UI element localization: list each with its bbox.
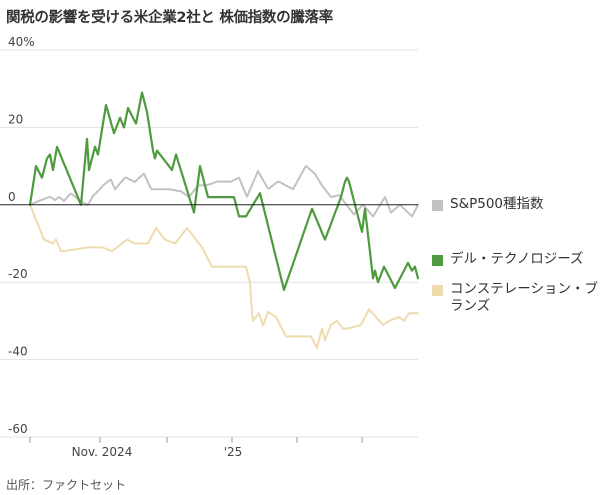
axis-label-layer: 40% 20 0 -20 -40 -60 Nov. 2024 '25 bbox=[8, 35, 242, 459]
series-line-constellation bbox=[29, 203, 419, 349]
legend-swatch-sp500 bbox=[432, 200, 443, 211]
chart-title: 関税の影響を受ける米企業2社と 株価指数の騰落率 bbox=[6, 10, 333, 26]
y-tick-label: 0 bbox=[8, 190, 16, 204]
legend-swatch-dell bbox=[432, 255, 443, 266]
legend-label-sp500: S&P500種指数 bbox=[450, 196, 544, 212]
series-line-sp500 bbox=[29, 165, 419, 218]
series-line-dell bbox=[28, 91, 420, 291]
source-note: 出所：ファクトセット bbox=[6, 478, 127, 492]
y-tick-label: -40 bbox=[8, 345, 28, 359]
legend-label-constellation: コンステレーション・ブランズ bbox=[450, 281, 598, 314]
legend-item-constellation: コンステレーション・ブランズ bbox=[432, 281, 600, 315]
legend-item-sp500: S&P500種指数 bbox=[432, 196, 600, 213]
x-tick-label: Nov. 2024 bbox=[72, 445, 133, 459]
series-layer bbox=[28, 91, 420, 349]
y-tick-label: 40% bbox=[8, 35, 35, 49]
legend-item-dell: デル・テクノロジーズ bbox=[432, 251, 600, 268]
legend-label-dell: デル・テクノロジーズ bbox=[450, 251, 584, 267]
y-tick-label: -60 bbox=[8, 422, 28, 436]
legend-swatch-constellation bbox=[432, 285, 443, 296]
y-tick-label: -20 bbox=[8, 267, 28, 281]
x-tick-label: '25 bbox=[224, 445, 243, 459]
grid-layer bbox=[0, 49, 418, 443]
y-tick-label: 20 bbox=[8, 112, 23, 126]
